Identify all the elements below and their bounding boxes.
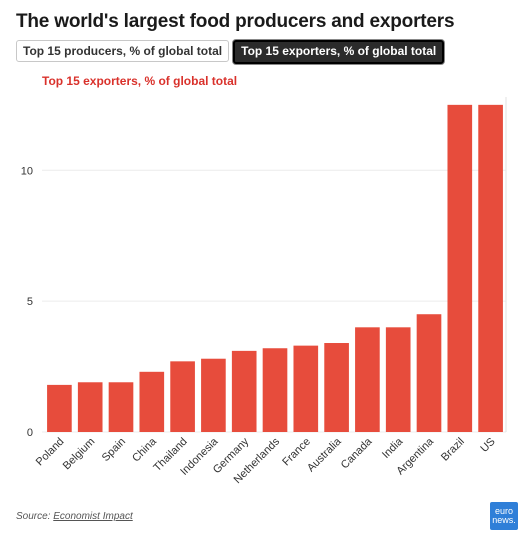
bar [170,361,195,432]
y-tick-label: 5 [27,296,33,308]
bar [47,384,72,432]
y-tick-label: 0 [27,427,33,439]
bar [77,382,103,432]
euronews-logo: euro news. [490,502,518,530]
bar [355,327,380,432]
x-tick-label: Brazil [439,436,467,464]
tab-exporters[interactable]: Top 15 exporters, % of global total [233,40,445,64]
logo-line-1: euro [494,506,513,516]
y-tick-label: 10 [21,165,33,177]
bar [293,345,319,432]
x-tick-label: US [478,436,497,455]
bar [416,314,442,432]
x-tick-label: China [130,435,159,464]
x-tick-label: India [380,435,406,461]
bar [324,343,349,432]
x-tick-label: Canada [339,435,375,471]
bar [108,382,134,432]
source-prefix: Source: [16,511,51,522]
x-tick-label: Spain [100,436,128,464]
bar [139,371,165,432]
bar [447,104,473,432]
logo-line-2: news. [492,515,516,525]
source-note: Source: Economist Impact [16,511,133,522]
bar [385,327,411,432]
bar [201,358,226,432]
x-tick-label: Australia [305,435,344,474]
page-title: The world's largest food producers and e… [16,11,455,32]
tab-producers[interactable]: Top 15 producers, % of global total [16,40,230,62]
bar [478,104,503,432]
chart-title: Top 15 exporters, % of global total [42,74,238,88]
source-link[interactable]: Economist Impact [53,511,133,522]
chart-tabs: Top 15 producers, % of global total Top … [16,40,445,64]
bar [231,350,257,432]
x-tick-label: Belgium [61,436,98,473]
bar [262,348,288,432]
